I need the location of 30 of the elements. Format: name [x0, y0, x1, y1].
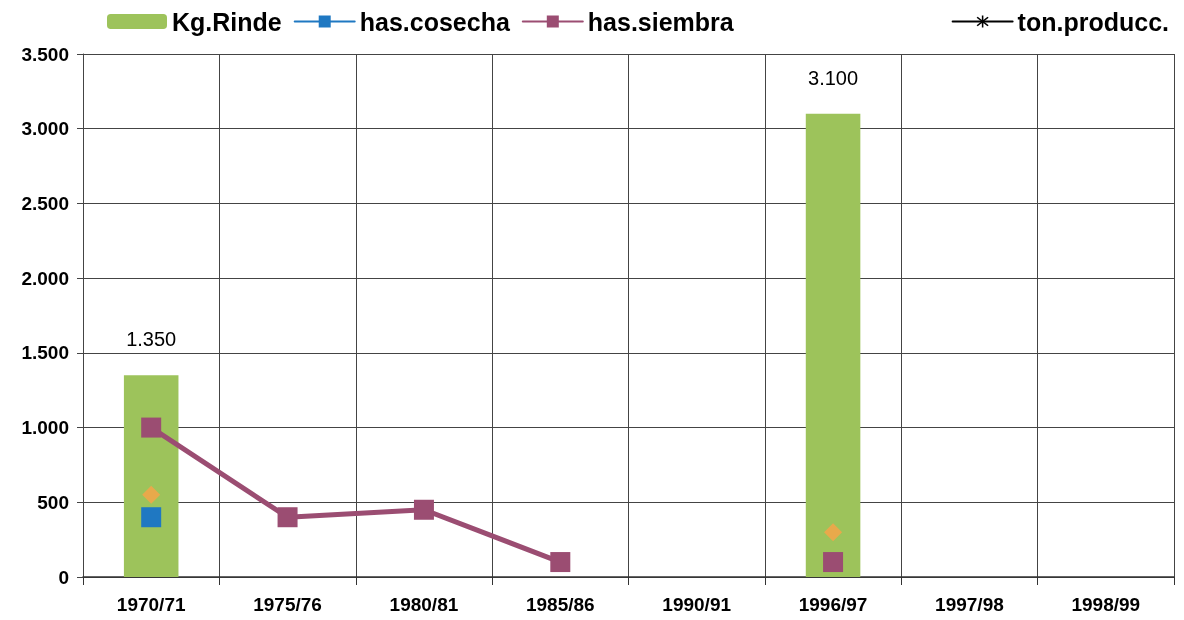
y-tick-label: 1.500 — [21, 342, 69, 364]
x-tick-label: 1998/99 — [1071, 594, 1141, 615]
point — [824, 523, 843, 542]
legend-label: Kg.Rinde — [172, 7, 282, 36]
point — [277, 507, 298, 528]
data-label: 1.350 — [126, 328, 177, 351]
y-tick-label: 0 — [58, 566, 69, 588]
x-tick-label: 1975/76 — [253, 594, 322, 615]
x-tick-label: 1996/97 — [798, 594, 868, 615]
x-tick-label: 1985/86 — [525, 594, 595, 615]
y-tick-label: 2.500 — [21, 192, 69, 214]
y-tick-label: 1.000 — [21, 417, 69, 439]
legend-label: ton.producc. — [1017, 7, 1170, 36]
legend-label: has.cosecha — [359, 7, 511, 36]
point — [823, 552, 844, 573]
x-tick-label: 1990/91 — [662, 594, 732, 615]
y-tick-label: 500 — [37, 491, 69, 513]
data-label: 3.100 — [808, 66, 859, 89]
y-tick-label: 3.500 — [21, 43, 69, 65]
x-tick-label: 1980/81 — [389, 594, 459, 615]
point — [550, 552, 571, 573]
point — [413, 499, 434, 520]
legend-label: has.siembra — [587, 7, 735, 36]
x-tick-label: 1997/98 — [935, 594, 1004, 615]
y-tick-label: 2.000 — [21, 267, 69, 289]
y-tick-label: 3.000 — [21, 118, 69, 140]
point — [141, 507, 162, 528]
x-tick-label: 1970/71 — [116, 594, 186, 615]
point — [142, 485, 161, 504]
point — [141, 417, 162, 438]
